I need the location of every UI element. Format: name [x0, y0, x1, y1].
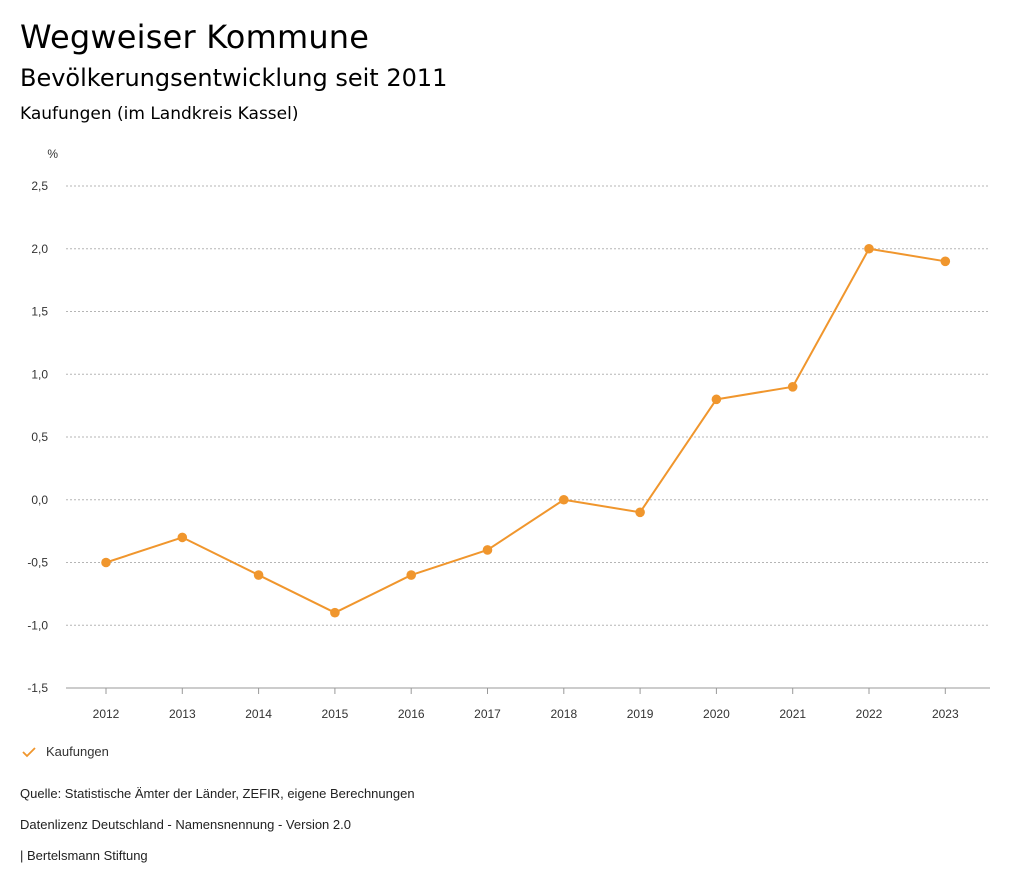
- data-point[interactable]: [253, 570, 264, 580]
- data-point[interactable]: [330, 607, 340, 618]
- grid-lines: [66, 185, 990, 689]
- page-title: Wegweiser Kommune: [20, 18, 370, 56]
- data-point[interactable]: [864, 243, 874, 254]
- y-axis: 2,5 2,0 1,5 1,0 0,5 0,0 -0,5 -1,0 -1,5%: [27, 147, 58, 695]
- x-tick-label: 2019: [627, 707, 654, 721]
- x-tick-label: 2016: [398, 707, 425, 721]
- region-label: Kaufungen (im Landkreis Kassel): [20, 104, 299, 124]
- chart-subtitle: Bevölkerungsentwicklung seit 2011: [20, 64, 448, 92]
- data-point[interactable]: [101, 557, 111, 568]
- x-tick-label: 2018: [550, 707, 577, 721]
- x-tick-label: 2017: [474, 707, 501, 721]
- x-axis: 2012 2013 2014 2015 2016 2017 2018 2019 2020 2021…: [93, 688, 959, 721]
- data-point[interactable]: [559, 494, 569, 505]
- series-kaufungen: [101, 243, 951, 618]
- x-tick-label: 2022: [856, 707, 883, 721]
- x-tick-label: 2023: [932, 707, 959, 721]
- line-chart: 2,5 2,0 1,5 1,0 0,5 0,0 -0,5 -1,0 -1,5% 2012 2013…: [27, 147, 990, 721]
- legend-item-kaufungen[interactable]: Kaufungen: [22, 744, 109, 759]
- data-point[interactable]: [787, 382, 798, 392]
- y-tick-label: 0,0: [31, 493, 48, 507]
- y-axis-unit: %: [47, 147, 58, 161]
- y-tick-label: 1,5: [31, 305, 48, 319]
- y-tick-label: 2,5: [31, 179, 48, 193]
- checkmark-icon: [22, 746, 36, 757]
- series-line: [105, 247, 946, 614]
- publisher-note: | Bertelsmann Stiftung: [20, 848, 148, 863]
- data-point[interactable]: [482, 545, 493, 555]
- x-tick-label: 2013: [169, 707, 196, 721]
- data-point[interactable]: [406, 570, 417, 580]
- x-tick-label: 2021: [779, 707, 806, 721]
- data-point[interactable]: [711, 394, 722, 405]
- source-note: Quelle: Statistische Ämter der Länder, Z…: [20, 786, 415, 801]
- data-point[interactable]: [635, 507, 645, 518]
- y-tick-label: -1,0: [27, 618, 48, 632]
- license-note: Datenlizenz Deutschland - Namensnennung …: [20, 817, 351, 832]
- x-tick-label: 2014: [245, 707, 272, 721]
- y-tick-label: -1,5: [27, 681, 48, 695]
- x-tick-label: 2020: [703, 707, 730, 721]
- y-tick-label: -0,5: [27, 556, 48, 570]
- data-point[interactable]: [940, 256, 951, 267]
- data-point[interactable]: [177, 532, 188, 543]
- y-tick-label: 1,0: [31, 367, 48, 381]
- y-tick-label: 2,0: [31, 242, 48, 256]
- x-tick-label: 2012: [93, 707, 120, 721]
- y-tick-label: 0,5: [31, 430, 48, 444]
- x-tick-label: 2015: [322, 707, 349, 721]
- legend-label: Kaufungen: [46, 744, 109, 759]
